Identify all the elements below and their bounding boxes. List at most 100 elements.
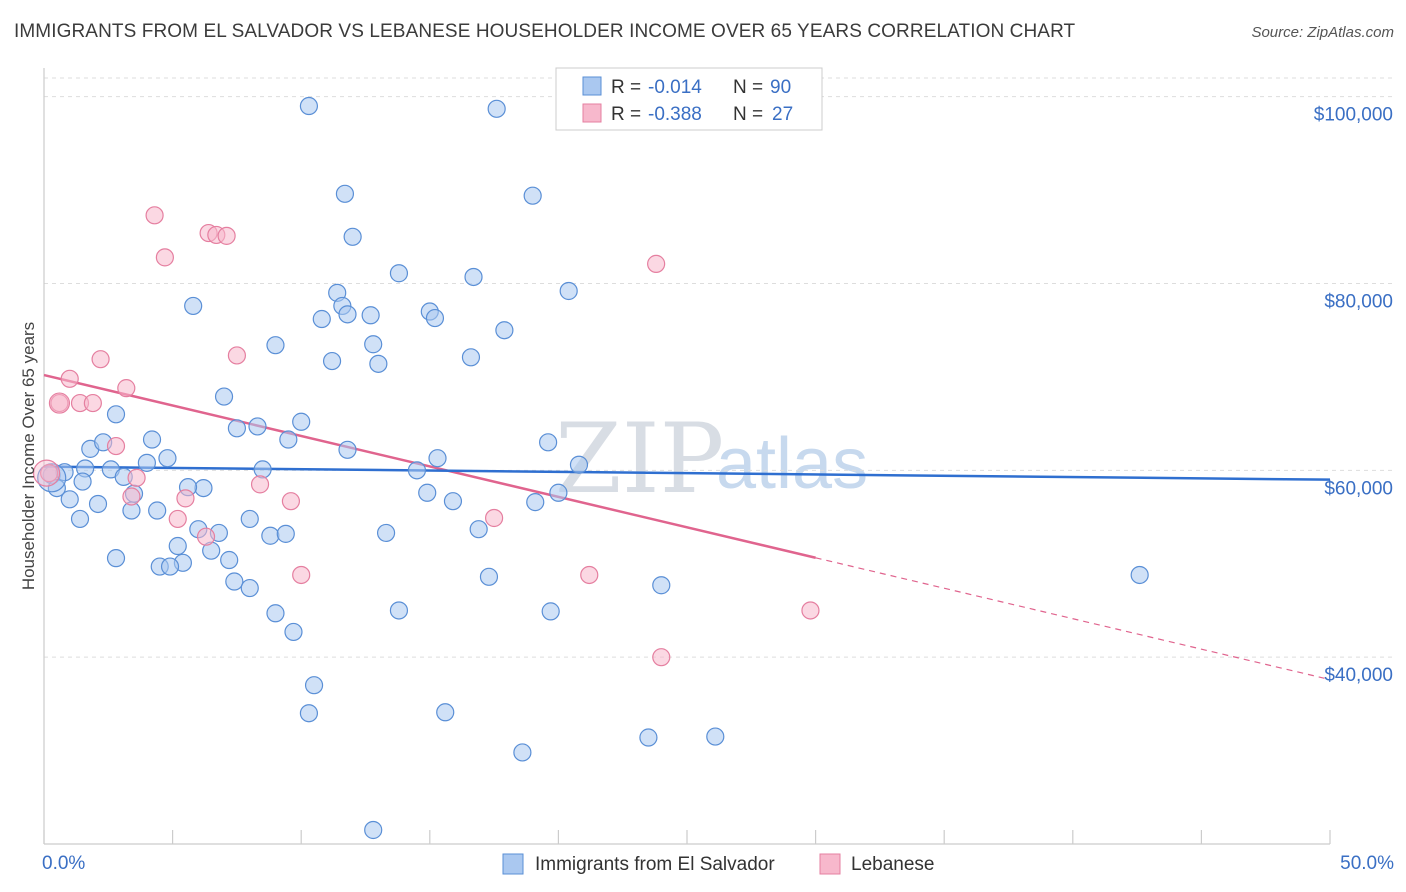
data-point-el-salvador: [266, 336, 285, 355]
stats-r-label-pink: R =: [611, 104, 641, 125]
data-point-el-salvador: [335, 184, 355, 203]
data-point-el-salvador: [376, 523, 396, 543]
data-point-el-salvador: [276, 524, 295, 543]
x-tick-label-min: 0.0%: [42, 853, 85, 874]
data-point-lebanese: [250, 475, 270, 494]
data-point-el-salvador: [461, 348, 481, 367]
data-point-lebanese: [40, 464, 59, 483]
data-point-el-salvador: [225, 572, 244, 591]
data-point-el-salvador: [407, 461, 427, 480]
data-point-lebanese: [801, 601, 820, 620]
y-tick-labels: $40,000 $60,000 $80,000 $100,000: [1314, 105, 1393, 686]
data-point-el-salvador: [443, 492, 463, 511]
data-point-el-salvador: [214, 387, 234, 406]
data-point-lebanese: [117, 379, 136, 398]
data-point-el-salvador: [389, 264, 409, 283]
data-point-el-salvador: [60, 490, 79, 509]
data-point-el-salvador: [168, 536, 187, 556]
data-point-el-salvador: [70, 509, 90, 529]
data-point-el-salvador: [369, 354, 388, 373]
data-point-el-salvador: [292, 412, 311, 431]
legend-label-lebanese: Lebanese: [851, 854, 934, 875]
stats-n-value-blue: 90: [770, 77, 791, 98]
data-point-el-salvador: [539, 433, 558, 452]
data-point-lebanese: [196, 527, 216, 546]
stats-n-label-blue: N =: [733, 77, 763, 98]
data-point-lebanese: [60, 369, 79, 388]
data-point-el-salvador: [559, 281, 578, 301]
data-point-el-salvador: [240, 509, 259, 529]
legend-swatch-el-salvador: [502, 853, 524, 875]
data-point-el-salvador: [322, 351, 342, 371]
data-point-lebanese: [127, 468, 146, 487]
data-point-el-salvador: [343, 227, 362, 246]
chart-title: IMMIGRANTS FROM EL SALVADOR VS LEBANESE …: [14, 21, 1076, 42]
source-credit: Source: ZipAtlas.com: [1251, 24, 1394, 41]
data-point-el-salvador: [338, 305, 357, 324]
data-point-el-salvador: [464, 267, 483, 287]
data-point-el-salvador: [364, 335, 383, 354]
data-point-el-salvador: [248, 417, 267, 436]
data-point-el-salvador: [160, 557, 180, 576]
y-tick-label: $40,000: [1324, 665, 1393, 686]
data-point-el-salvador: [304, 676, 324, 695]
data-point-el-salvador: [194, 478, 213, 498]
y-tick-label: $100,000: [1314, 105, 1393, 126]
data-point-lebanese: [176, 489, 195, 508]
data-point-el-salvador: [361, 306, 380, 325]
stats-r-label-blue: R =: [611, 77, 641, 98]
data-point-el-salvador: [73, 472, 92, 491]
data-point-el-salvador: [479, 567, 499, 586]
data-point-lebanese: [652, 648, 671, 667]
data-point-lebanese: [485, 508, 504, 528]
y-axis-label: Householder Income Over 65 years: [19, 322, 38, 590]
data-point-el-salvador: [513, 743, 532, 762]
data-point-lebanese: [83, 393, 102, 413]
data-point-el-salvador: [220, 550, 239, 570]
data-point-el-salvador: [639, 728, 658, 747]
data-point-lebanese: [647, 254, 666, 273]
data-point-el-salvador: [706, 727, 725, 746]
data-point-el-salvador: [389, 601, 409, 620]
stats-box: R = -0.014 N = 90 R = -0.388 N = 27: [555, 67, 823, 131]
data-point-el-salvador: [652, 576, 671, 595]
series-lebanese-points: [32, 206, 820, 667]
trend-line-lebanese-extrapolated: [815, 557, 1331, 681]
data-point-el-salvador: [266, 604, 285, 623]
stats-r-value-pink: -0.388: [648, 104, 702, 125]
data-point-el-salvador: [469, 520, 488, 539]
data-point-el-salvador: [569, 455, 589, 474]
data-point-el-salvador: [158, 449, 177, 468]
legend: Immigrants from El Salvador Lebanese: [502, 853, 934, 875]
legend-label-el-salvador: Immigrants from El Salvador: [535, 854, 775, 875]
data-point-el-salvador: [148, 501, 167, 520]
data-point-el-salvador: [428, 449, 447, 468]
data-point-lebanese: [227, 346, 246, 365]
stats-swatch-pink: [582, 103, 602, 123]
data-point-lebanese: [145, 206, 164, 225]
data-point-el-salvador: [541, 602, 560, 621]
data-point-el-salvador: [487, 99, 506, 118]
data-point-el-salvador: [279, 430, 298, 449]
data-point-el-salvador: [137, 453, 156, 472]
data-point-el-salvador: [240, 578, 259, 598]
data-point-lebanese: [580, 565, 599, 585]
data-point-lebanese: [106, 436, 126, 456]
trend-line-lebanese: [43, 373, 816, 559]
data-point-el-salvador: [338, 440, 357, 459]
data-point-el-salvador: [142, 430, 162, 449]
data-point-el-salvador: [495, 321, 514, 340]
series-el-salvador-points: [37, 96, 1149, 840]
data-point-el-salvador: [88, 494, 108, 514]
data-point-el-salvador: [523, 186, 542, 205]
y-tick-label: $80,000: [1324, 292, 1393, 313]
data-point-lebanese: [91, 350, 110, 369]
data-point-lebanese: [281, 492, 301, 511]
stats-n-value-pink: 27: [772, 104, 793, 125]
x-tick-label-max: 50.0%: [1340, 853, 1394, 874]
data-point-el-salvador: [106, 549, 126, 568]
data-point-el-salvador: [299, 704, 319, 723]
data-point-el-salvador: [284, 622, 303, 642]
legend-swatch-lebanese: [819, 853, 841, 875]
